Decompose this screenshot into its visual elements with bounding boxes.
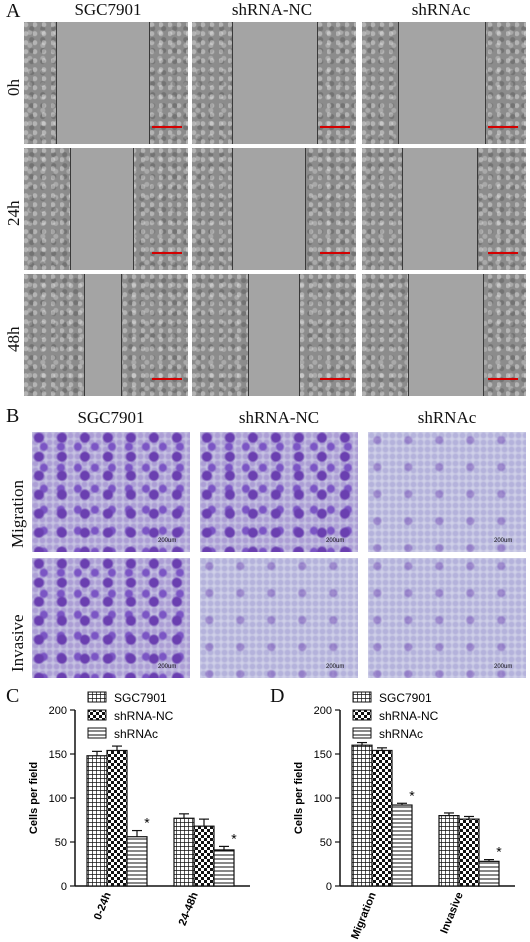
- wound-image-sgc7901-0h: [24, 22, 188, 144]
- scale-label: 200um: [326, 538, 345, 544]
- bar-shrnac-invasive: [478, 860, 500, 887]
- significance-marker: *: [144, 815, 150, 831]
- y-tick-label: 200: [314, 705, 332, 717]
- panel-a-col-sgc7901: SGC7901: [74, 0, 142, 19]
- bar-shrna-nc-24-48h: [193, 825, 215, 887]
- bar-shrna-nc-invasive: [458, 818, 480, 887]
- bar-sgc7901-migration: [351, 744, 373, 887]
- x-category-label: 0-24h: [92, 890, 114, 921]
- y-axis-label: Cells per field: [293, 762, 305, 834]
- panel-b-col-sgc7901: SGC7901: [77, 408, 145, 427]
- panel-a-col-shrna-nc: shRNA-NC: [231, 0, 313, 19]
- panel-b-col-shrna-nc: shRNA-NC: [238, 408, 320, 427]
- x-category-label: 24-48h: [177, 890, 201, 927]
- wound-image-shrna-nc-48h: [192, 274, 356, 396]
- transwell-image-shrna-nc-invasive: 200um: [200, 558, 358, 678]
- y-tick-label: 50: [320, 837, 332, 849]
- scale-label: 200um: [158, 664, 177, 670]
- scale-label: 200um: [158, 538, 177, 544]
- panel-d-letter: D: [270, 685, 285, 707]
- y-tick-label: 100: [49, 793, 67, 805]
- y-tick-label: 150: [49, 749, 67, 761]
- bar-sgc7901-24-48h: [173, 817, 195, 887]
- legend-label-shrna-nc: shRNA-NC: [114, 709, 174, 723]
- chart-c: 0 50 100 150 200 Cells per field * 0-24h * 24-48h…: [28, 691, 250, 927]
- significance-marker: *: [496, 844, 502, 860]
- legend-swatch-sgc7901: [87, 691, 107, 703]
- transwell-image-shrna-nc-migration: 200um: [200, 432, 358, 552]
- legend-label-sgc7901: SGC7901: [114, 691, 167, 705]
- legend-swatch-shrna-nc: [352, 709, 372, 721]
- wound-image-shrnac-24h: [362, 148, 526, 270]
- x-category-label: Migration: [349, 890, 379, 940]
- transwell-image-shrnac-invasive: 200um: [368, 558, 526, 678]
- bar-sgc7901-invasive: [438, 815, 460, 887]
- x-category-label: Invasive: [438, 891, 465, 936]
- wound-image-sgc7901-24h: [24, 148, 188, 270]
- panel-a-col-shrnac: shRNAc: [411, 0, 471, 19]
- bar-shrnac-migration: [391, 804, 413, 887]
- legend-swatch-shrna-nc: [87, 709, 107, 721]
- bar-sgc7901-0-24h: [86, 755, 108, 887]
- legend-label-shrna-nc: shRNA-NC: [379, 709, 439, 723]
- panel-b-row-invasive: Invasive: [8, 614, 27, 672]
- wound-image-sgc7901-48h: [24, 274, 188, 396]
- y-axis-label: Cells per field: [28, 762, 40, 834]
- scale-label: 200um: [494, 664, 513, 670]
- y-tick-label: 50: [55, 837, 67, 849]
- legend-label-sgc7901: SGC7901: [379, 691, 432, 705]
- transwell-image-shrnac-migration: 200um: [368, 432, 526, 552]
- panel-a-letter: A: [6, 0, 21, 22]
- scale-label: 200um: [494, 538, 513, 544]
- bar-shrna-nc-0-24h: [106, 749, 128, 887]
- wound-image-shrna-nc-0h: [192, 22, 356, 144]
- y-tick-label: 100: [314, 793, 332, 805]
- legend-label-shrnac: shRNAc: [114, 727, 158, 741]
- bar-shrnac-24-48h: [213, 849, 235, 887]
- transwell-image-sgc7901-migration: 200um: [32, 432, 190, 552]
- panel-b-letter: B: [6, 405, 20, 427]
- legend-swatch-shrnac: [87, 727, 107, 739]
- wound-image-shrnac-0h: [362, 22, 526, 144]
- panel-a-row-48h: 48h: [4, 326, 23, 353]
- panel-b-col-shrnac: shRNAc: [417, 408, 477, 427]
- panel-a-row-0h: 0h: [4, 79, 23, 96]
- y-tick-label: 150: [314, 749, 332, 761]
- chart-d: 0 50 100 150 200 Cells per field * Migration * In…: [293, 691, 515, 940]
- panel-b-row-migration: Migration: [8, 480, 27, 548]
- panel-a-row-24h: 24h: [4, 200, 23, 227]
- wound-image-shrnac-48h: [362, 274, 526, 396]
- transwell-image-sgc7901-invasive: 200um: [32, 558, 190, 678]
- bar-shrna-nc-migration: [371, 749, 393, 887]
- significance-marker: *: [409, 787, 415, 803]
- panel-c-letter: C: [6, 685, 20, 707]
- wound-image-shrna-nc-24h: [192, 148, 356, 270]
- scale-label: 200um: [326, 664, 345, 670]
- legend-swatch-shrnac: [352, 727, 372, 739]
- legend-swatch-sgc7901: [352, 691, 372, 703]
- legend-label-shrnac: shRNAc: [379, 727, 423, 741]
- significance-marker: *: [231, 830, 237, 846]
- y-tick-label: 0: [61, 881, 67, 893]
- y-tick-label: 200: [49, 705, 67, 717]
- bar-shrnac-0-24h: [126, 836, 148, 887]
- y-tick-label: 0: [326, 881, 332, 893]
